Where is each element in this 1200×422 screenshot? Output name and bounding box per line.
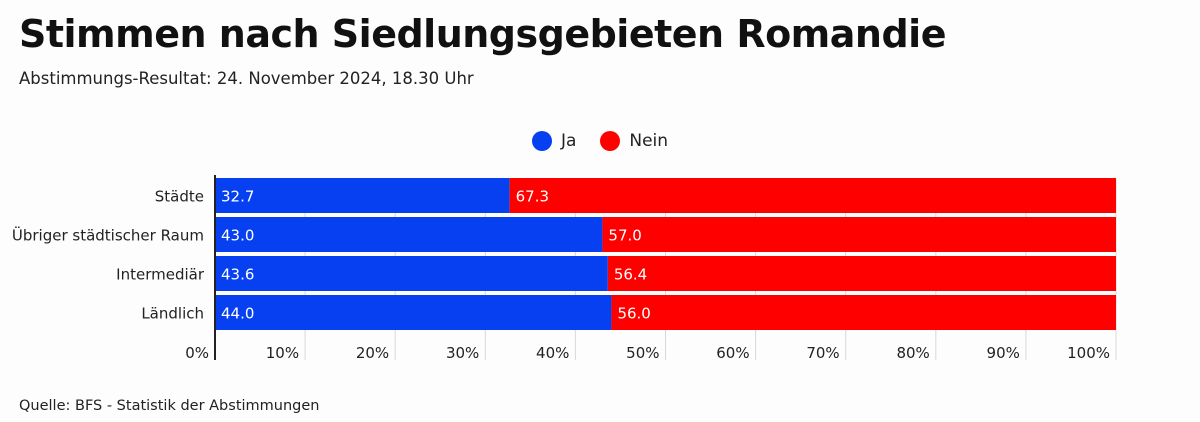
x-tick-label: 80% (896, 344, 929, 362)
data-label-ja: 43.0 (221, 227, 254, 245)
x-tick-label: 50% (626, 344, 659, 362)
category-label: Intermediär (116, 266, 205, 284)
bar-nein (602, 217, 1116, 252)
bar-ja (215, 295, 612, 330)
data-label-nein: 57.0 (608, 227, 641, 245)
chart-title: Stimmen nach Siedlungsgebieten Romandie (19, 12, 946, 56)
bar-ja (215, 178, 510, 213)
x-tick-label: 0% (185, 344, 209, 362)
data-label-nein: 56.4 (614, 266, 647, 284)
legend-item-ja: Ja (531, 131, 577, 151)
legend: Ja Nein (0, 131, 1200, 151)
x-tick-label: 40% (536, 344, 569, 362)
bar-ja (215, 256, 608, 291)
x-tick-label: 10% (266, 344, 299, 362)
source-note: Quelle: BFS - Statistik der Abstimmungen (19, 398, 320, 414)
category-label: Übriger städtischer Raum (12, 226, 204, 245)
data-label-nein: 67.3 (516, 188, 549, 206)
bar-nein (611, 295, 1116, 330)
x-tick-label: 60% (716, 344, 749, 362)
data-label-nein: 56.0 (617, 305, 650, 323)
x-tick-label: 90% (987, 344, 1020, 362)
x-tick-label: 20% (356, 344, 389, 362)
chart-subtitle: Abstimmungs-Resultat: 24. November 2024,… (19, 69, 474, 88)
data-label-ja: 32.7 (221, 188, 254, 206)
bar-nein (607, 256, 1116, 291)
bar-nein (509, 178, 1116, 213)
legend-label-ja: Ja (560, 131, 577, 151)
data-label-ja: 43.6 (221, 266, 254, 284)
legend-swatch-nein (600, 131, 621, 151)
legend-swatch-ja (531, 131, 552, 151)
bar-ja (215, 217, 603, 252)
x-tick-label: 30% (446, 344, 479, 362)
x-tick-label: 70% (806, 344, 839, 362)
x-tick-label: 100% (1067, 344, 1110, 362)
legend-item-nein: Nein (600, 131, 668, 151)
legend-label-nein: Nein (629, 131, 669, 151)
category-label: Ländlich (141, 305, 204, 323)
category-label: Städte (155, 188, 204, 206)
data-label-ja: 44.0 (221, 305, 254, 323)
